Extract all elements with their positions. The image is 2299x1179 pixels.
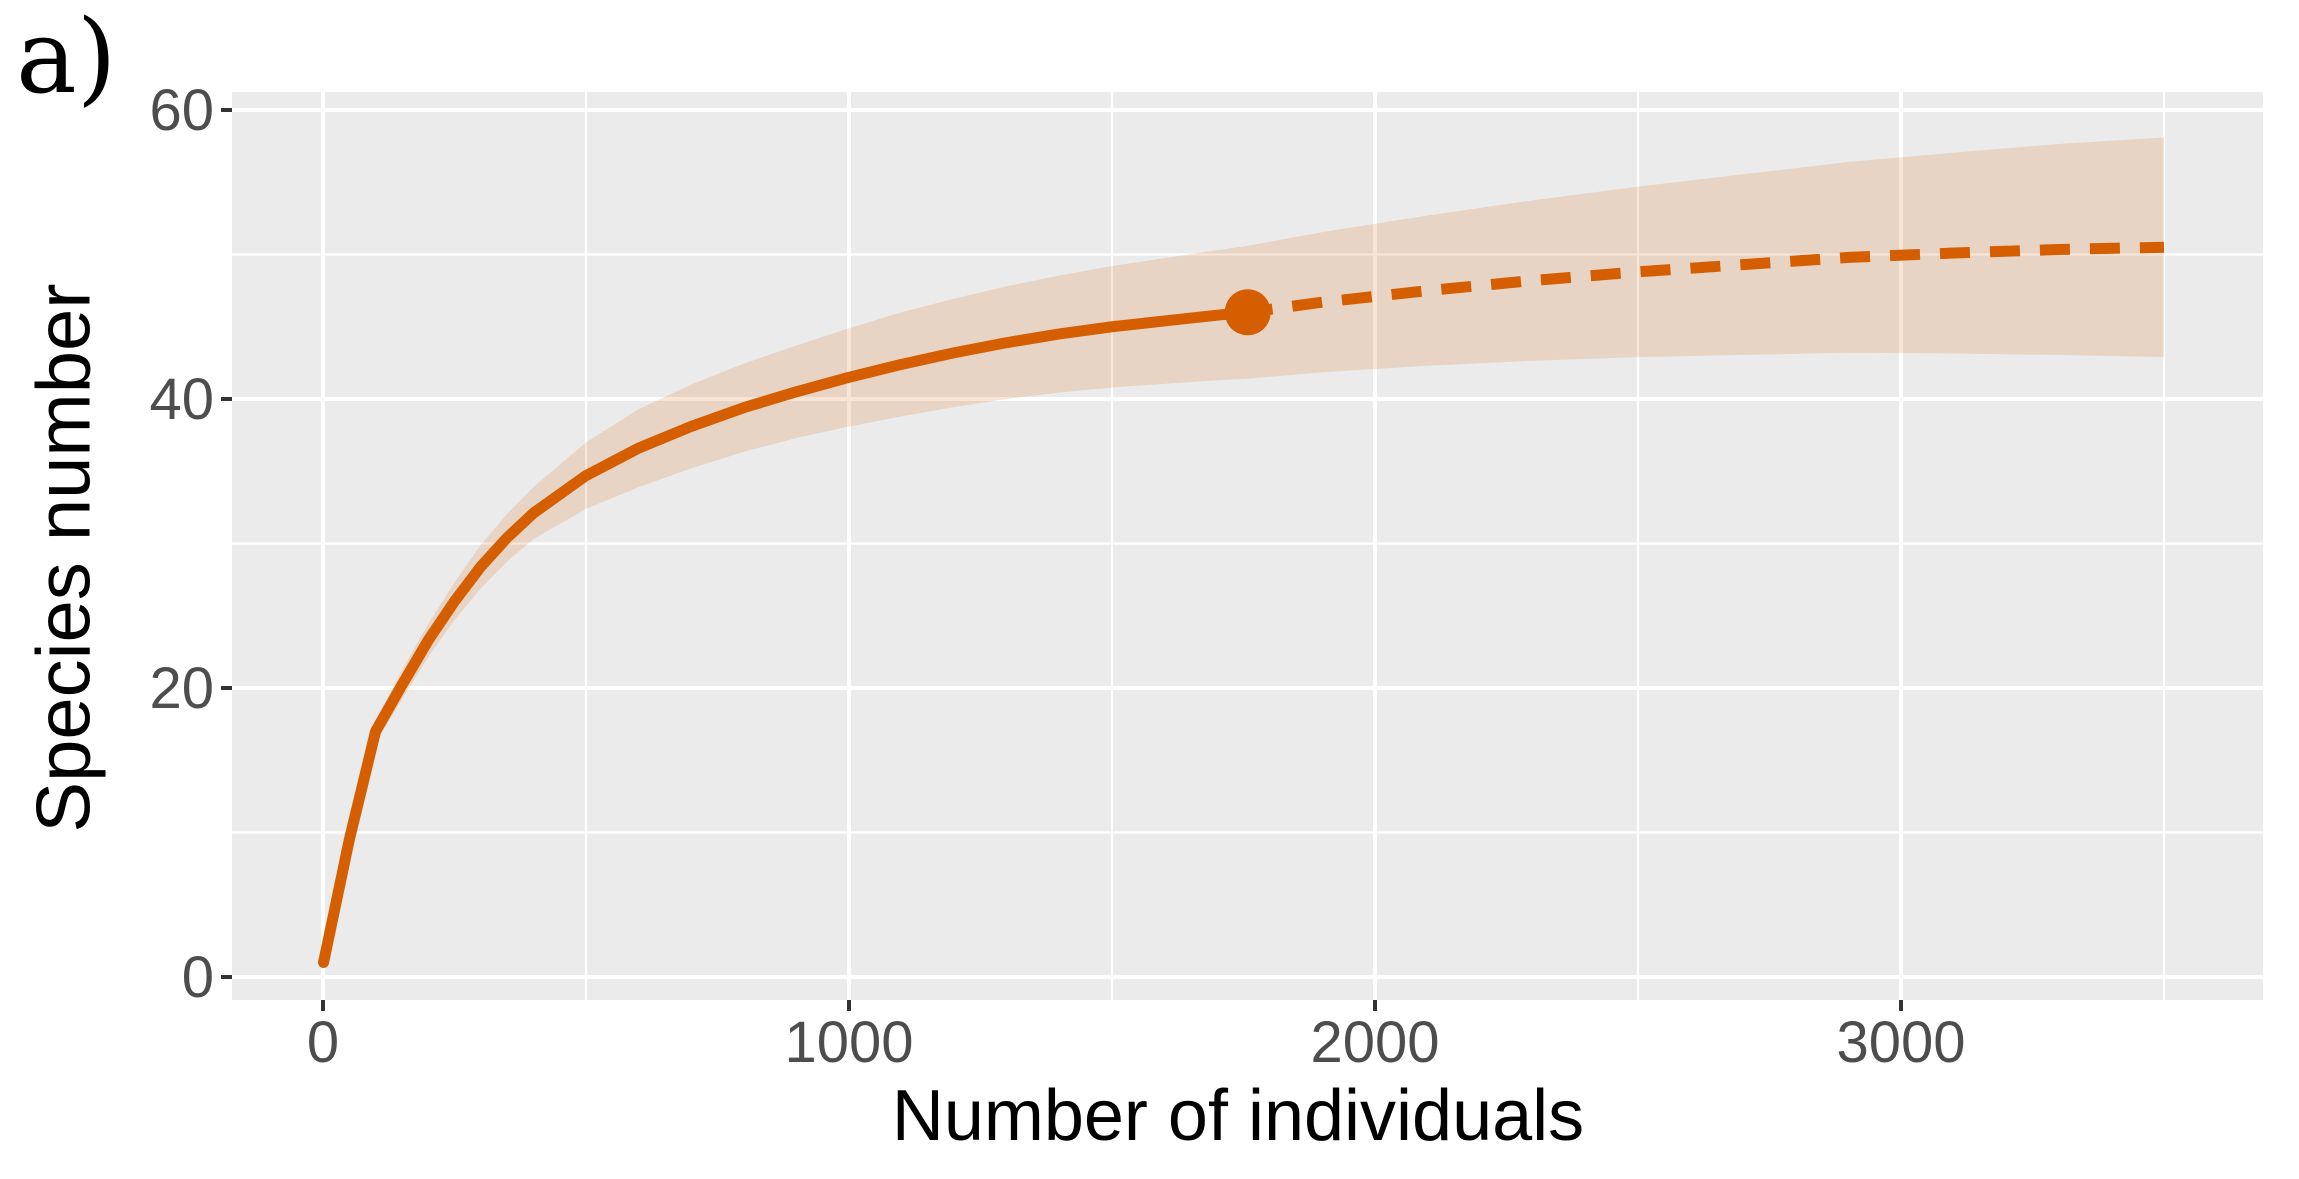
y-tick-label: 60 <box>149 78 214 143</box>
x-axis-title: Number of individuals <box>891 1076 1585 1156</box>
x-tick-label: 2000 <box>1310 1010 1439 1075</box>
x-tick-label: 3000 <box>1836 1010 1965 1075</box>
x-tick-label: 1000 <box>784 1010 913 1075</box>
y-axis-title: Species number <box>21 283 107 833</box>
observed-sample-point <box>1224 289 1271 336</box>
x-tick-label: 0 <box>307 1010 339 1075</box>
extrapolation-line-dashed <box>1246 241 2165 318</box>
confidence-ribbon <box>323 137 2164 964</box>
panel-label: a) <box>16 0 117 117</box>
y-tick-label: 20 <box>149 656 214 721</box>
rarefaction-line-solid <box>318 306 1254 969</box>
y-tick-label: 0 <box>182 945 214 1010</box>
panel-background <box>232 92 2263 1000</box>
y-tick-label: 40 <box>149 367 214 432</box>
